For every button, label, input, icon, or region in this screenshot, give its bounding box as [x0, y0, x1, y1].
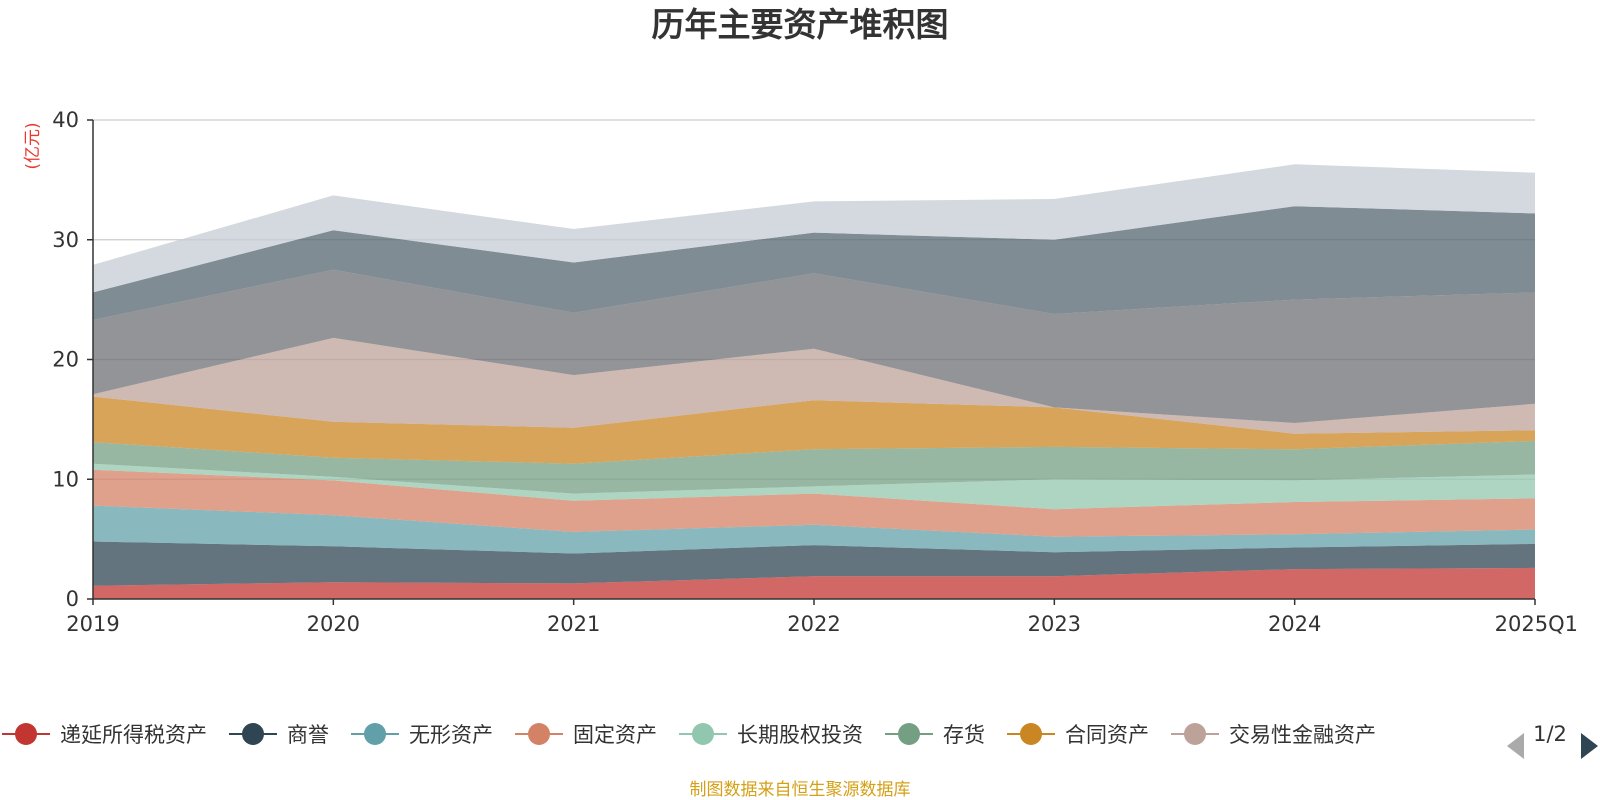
x-tick-label: 2023 [1028, 612, 1081, 636]
area-series [93, 337, 1535, 434]
legend-items: 递延所得税资产 商誉 无形资产 固定资产 长期股权投资 存货 合同资产 交易性金融资产 [2, 723, 1376, 747]
legend-circle-marker [242, 723, 264, 745]
legend-next-arrow-icon[interactable] [1581, 733, 1598, 759]
area-series [93, 469, 1535, 537]
legend-circle-marker [1184, 723, 1206, 745]
data-source-note: 制图数据来自恒生聚源数据库 [690, 780, 911, 800]
legend: 递延所得税资产 商誉 无形资产 固定资产 长期股权投资 存货 合同资产 交易性金融资产 [2, 723, 1376, 747]
legend-pager: 1/2 [1507, 722, 1598, 759]
y-tick-label: 20 [52, 348, 79, 372]
legend-label: 长期股权投资 [737, 723, 863, 747]
legend-label: 存货 [943, 723, 985, 747]
legend-prev-arrow-icon[interactable] [1507, 733, 1524, 759]
legend-label: 合同资产 [1065, 723, 1149, 747]
x-tick-label: 2025Q1 [1495, 612, 1578, 636]
axes: 0 10 20 30 40 2019 2020 2021 2022 2023 2024 2025Q1 [52, 108, 1578, 636]
x-tick-label: 2022 [787, 612, 840, 636]
area-series [93, 164, 1535, 293]
x-tick-label: 2019 [66, 612, 119, 636]
y-axis-unit-label: (亿元) [23, 122, 43, 169]
y-tick-label: 0 [66, 587, 79, 611]
area-series [93, 463, 1535, 510]
chart-title: 历年主要资产堆积图 [652, 5, 949, 44]
area-series [93, 505, 1535, 554]
legend-label: 递延所得税资产 [60, 723, 207, 747]
legend-circle-marker [15, 723, 37, 745]
legend-label: 无形资产 [409, 723, 493, 747]
legend-circle-marker [898, 723, 920, 745]
x-tick-label: 2021 [547, 612, 600, 636]
x-tick-label: 2024 [1268, 612, 1321, 636]
area-series-layer [93, 164, 1535, 599]
legend-item[interactable]: 固定资产 [515, 723, 657, 747]
x-tick-label: 2020 [307, 612, 360, 636]
legend-item[interactable]: 商誉 [229, 723, 329, 747]
legend-circle-marker [364, 723, 386, 745]
legend-item[interactable]: 合同资产 [1007, 723, 1149, 747]
legend-item[interactable]: 无形资产 [351, 723, 493, 747]
legend-item[interactable]: 递延所得税资产 [2, 723, 207, 747]
area-series [93, 567, 1535, 599]
legend-circle-marker [1020, 723, 1042, 745]
legend-page-indicator: 1/2 [1533, 722, 1567, 746]
legend-circle-marker [692, 723, 714, 745]
area-series [93, 396, 1535, 464]
legend-label: 商誉 [287, 723, 329, 747]
legend-item[interactable]: 交易性金融资产 [1171, 723, 1376, 747]
legend-label: 交易性金融资产 [1229, 723, 1376, 747]
y-tick-label: 40 [52, 108, 79, 132]
legend-item[interactable]: 存货 [885, 723, 985, 747]
area-series [93, 541, 1535, 586]
area-series [93, 440, 1535, 494]
y-tick-label: 30 [52, 228, 79, 252]
area-series [93, 206, 1535, 320]
y-tick-label: 10 [52, 467, 79, 491]
legend-label: 固定资产 [573, 723, 657, 747]
legend-circle-marker [528, 723, 550, 745]
area-series [93, 269, 1535, 423]
legend-item[interactable]: 长期股权投资 [679, 723, 863, 747]
